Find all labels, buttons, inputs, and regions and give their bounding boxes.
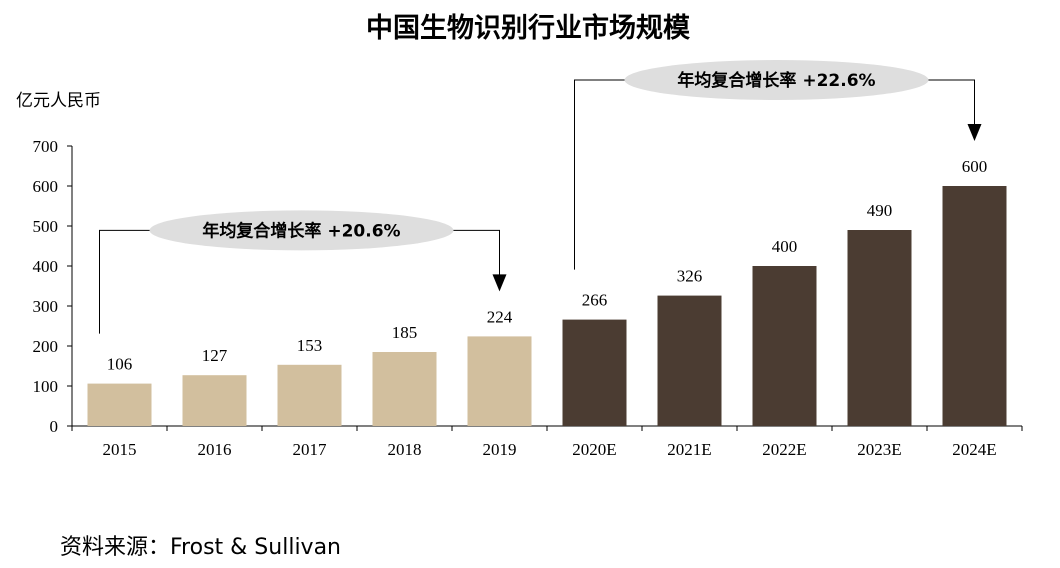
chart-title: 中国生物识别行业市场规模 <box>366 12 690 44</box>
x-tick-label: 2015 <box>103 440 137 459</box>
bar <box>87 383 152 426</box>
cagr-arrow <box>492 274 507 292</box>
x-tick-label: 2021E <box>667 440 711 459</box>
x-tick-label: 2019 <box>483 440 517 459</box>
data-label: 106 <box>107 355 133 374</box>
data-label: 185 <box>392 323 418 342</box>
data-label: 326 <box>677 267 703 286</box>
data-labels: 106 127 153 185 224 266 326 400 490 600 <box>107 157 988 374</box>
bar <box>467 336 532 426</box>
x-tick-label: 2017 <box>293 440 328 459</box>
y-tick-label: 0 <box>50 417 59 436</box>
x-tick-label: 2018 <box>388 440 422 459</box>
x-tick-label: 2023E <box>857 440 901 459</box>
data-label: 490 <box>867 201 893 220</box>
x-tick-label: 2024E <box>952 440 996 459</box>
cagr-ellipse <box>624 60 929 100</box>
cagr-label: 年均复合增长率 +20.6% <box>202 220 400 241</box>
y-tick-label: 700 <box>33 137 59 156</box>
data-label: 600 <box>962 157 988 176</box>
x-tick-label: 2020E <box>572 440 616 459</box>
data-label: 127 <box>202 346 228 365</box>
cagr-annotation: 年均复合增长率 +22.6% <box>574 60 982 270</box>
y-tick-label: 300 <box>33 297 59 316</box>
x-tick-label: 2016 <box>198 440 232 459</box>
cagr-annotations: 年均复合增长率 +20.6% 年均复合增长率 +22.6% <box>99 60 982 334</box>
y-tick-label: 400 <box>33 257 59 276</box>
source-note: 资料来源：Frost & Sullivan <box>60 535 341 560</box>
y-tick-label: 200 <box>33 337 59 356</box>
data-label: 224 <box>487 307 513 326</box>
data-label: 153 <box>297 336 323 355</box>
x-tick-label: 2022E <box>762 440 806 459</box>
bar <box>657 295 722 426</box>
bar <box>752 266 817 426</box>
bar-series <box>87 186 1007 426</box>
y-axis-label: 亿元人民币 <box>16 91 101 111</box>
data-label: 400 <box>772 237 798 256</box>
cagr-label: 年均复合增长率 +22.6% <box>677 70 875 91</box>
cagr-arrow <box>967 124 982 141</box>
bar <box>372 352 437 426</box>
y-tick-label: 600 <box>33 177 59 196</box>
bar <box>847 230 912 426</box>
y-tick-label: 100 <box>33 377 59 396</box>
bar <box>562 319 627 426</box>
bar <box>942 186 1007 426</box>
cagr-annotation: 年均复合增长率 +20.6% <box>99 210 507 334</box>
y-axis: 0 100 200 300 400 500 600 700 <box>33 137 73 436</box>
x-axis: 2015 2016 2017 2018 2019 2020E 2021E 2022E 2023E… <box>71 425 1023 459</box>
bar <box>277 364 342 426</box>
cagr-ellipse <box>149 210 454 251</box>
y-tick-label: 500 <box>33 217 59 236</box>
data-label: 266 <box>582 291 608 310</box>
bar <box>182 375 247 426</box>
